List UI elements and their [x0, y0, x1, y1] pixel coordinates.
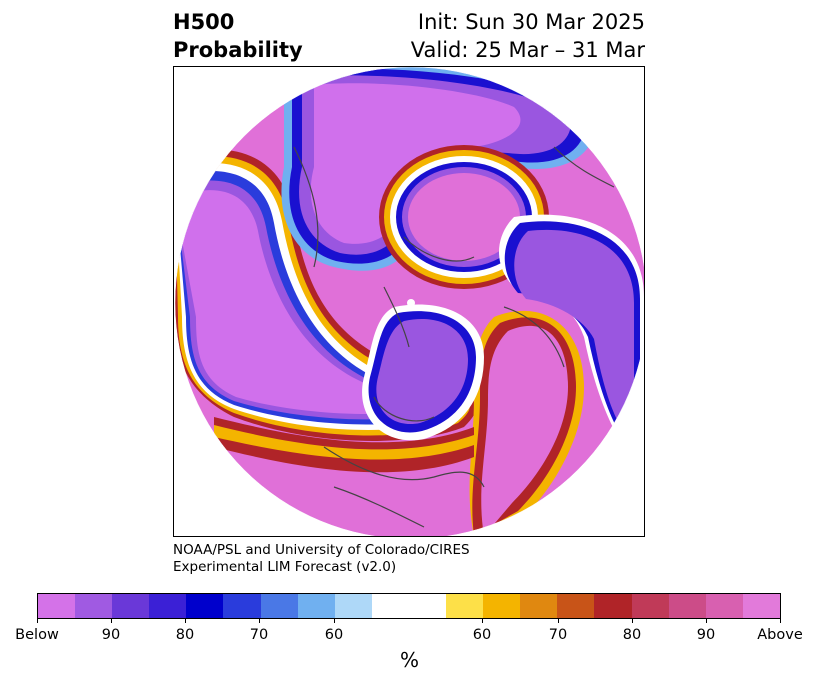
colorbar-tick-label: 80 [622, 627, 642, 643]
colorbar-segment [668, 594, 706, 618]
probability-map-svg [174, 67, 644, 536]
init-date: Init: Sun 30 Mar 2025 [417, 10, 645, 34]
title-left: H500 Probability [173, 8, 303, 64]
colorbar-tick-label: 70 [249, 627, 269, 643]
colorbar-tick-mark [334, 618, 335, 623]
colorbar-tick-mark [558, 618, 559, 623]
colorbar-tick-mark [185, 618, 186, 623]
colorbar-segment [112, 594, 150, 618]
credit-block: NOAA/PSL and University of Colorado/CIRE… [173, 542, 470, 576]
colorbar-segment [371, 594, 447, 618]
na-band [214, 417, 474, 473]
colorbar-segment [631, 594, 669, 618]
alaska-trough [362, 304, 484, 441]
colorbar-tick-label: 80 [175, 627, 195, 643]
colorbar-segment [334, 594, 372, 618]
colorbar-segment [149, 594, 187, 618]
coastlines [293, 146, 615, 528]
colorbar-unit-label: % [399, 648, 419, 672]
east-trough [499, 214, 644, 467]
colorbar [37, 593, 781, 619]
colorbar-segment [557, 594, 595, 618]
colorbar-tick-label: 60 [324, 627, 344, 643]
colorbar-tick-label: 90 [696, 627, 716, 643]
credit-line-1: NOAA/PSL and University of Colorado/CIRE… [173, 542, 470, 558]
colorbar-segment [520, 594, 558, 618]
colorbar-tick-mark [37, 618, 38, 623]
title-variable: H500 [173, 10, 235, 34]
colorbar-segment [260, 594, 298, 618]
valid-range: Valid: 25 Mar – 31 Mar [410, 38, 645, 62]
colorbar-segment [297, 594, 335, 618]
colorbar-tick-mark [706, 618, 707, 623]
colorbar-tick-mark [632, 618, 633, 623]
title-type: Probability [173, 38, 303, 62]
colorbar-segment [223, 594, 261, 618]
colorbar-tick-mark [111, 618, 112, 623]
colorbar-tick-label: 60 [472, 627, 492, 643]
colorbar-segment [483, 594, 521, 618]
colorbar-tick-mark [259, 618, 260, 623]
colorbar-segment [446, 594, 484, 618]
colorbar-tick-label: 90 [101, 627, 121, 643]
credit-line-2: Experimental LIM Forecast (v2.0) [173, 559, 397, 575]
colorbar-tick-label: Above [757, 627, 803, 643]
colorbar-segment [742, 594, 780, 618]
colorbar-tick-mark [780, 618, 781, 623]
title-right: Init: Sun 30 Mar 2025 Valid: 25 Mar – 31… [411, 8, 645, 64]
pacific-ridge [469, 310, 644, 536]
colorbar-tick-label: Below [15, 627, 59, 643]
north-pole-marker [407, 299, 415, 307]
colorbar-segment [38, 594, 76, 618]
colorbar-segment [705, 594, 743, 618]
polar-map [173, 66, 645, 537]
colorbar-segment [594, 594, 632, 618]
colorbar-segment [186, 594, 224, 618]
colorbar-tick-mark [482, 618, 483, 623]
colorbar-segment [75, 594, 113, 618]
colorbar-tick-label: 70 [548, 627, 568, 643]
